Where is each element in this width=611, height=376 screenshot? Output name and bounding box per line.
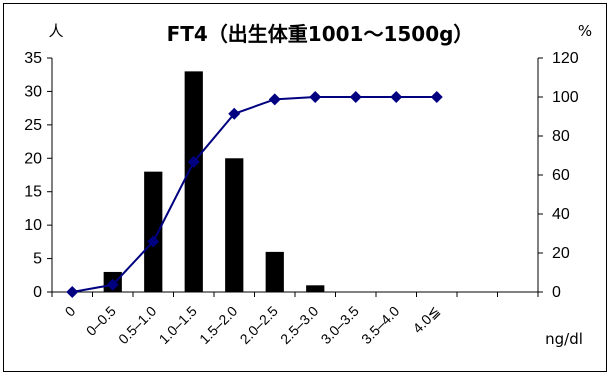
- line-point-7: [349, 91, 362, 103]
- y-left-tick-label: 25: [24, 117, 42, 134]
- line-point-8: [390, 91, 403, 103]
- y-right-unit: %: [578, 22, 592, 40]
- y-right-tick-label: 60: [552, 167, 570, 184]
- bar-5: [265, 251, 284, 292]
- y-left-tick-label: 0: [33, 284, 42, 301]
- line-point-3: [187, 155, 200, 168]
- y-left-tick-label: 15: [24, 184, 42, 201]
- x-tick-label: 0: [62, 303, 79, 320]
- y-left-unit: 人: [48, 22, 63, 40]
- y-right-tick-label: 100: [552, 89, 579, 106]
- chart-border: [3, 3, 607, 372]
- x-tick-label: 2.5–3.0: [277, 303, 321, 347]
- cumulative-line: [72, 96, 437, 293]
- y-right-tick-label: 120: [552, 50, 579, 67]
- x-tick-label: 0–0.5: [83, 303, 119, 339]
- chart-title: FT4（出生体重1001～1500g）: [167, 22, 474, 46]
- line-point-6: [309, 91, 322, 103]
- line-point-4: [228, 107, 241, 120]
- bar-4: [225, 158, 244, 292]
- y-left-tick-label: 10: [24, 217, 42, 234]
- x-tick-label: 0.5–1.0: [115, 303, 159, 347]
- y-left-tick-label: 20: [24, 150, 42, 167]
- y-left-tick-label: 30: [24, 83, 42, 100]
- x-tick-label: 3.0–3.5: [318, 303, 362, 347]
- y-right-tick-label: 0: [552, 284, 561, 301]
- x-tick-label: 3.5–4.0: [358, 303, 402, 347]
- bar-2: [144, 171, 163, 292]
- x-tick-label: 4.0≦: [409, 303, 442, 336]
- y-left-tick-label: 5: [33, 251, 42, 268]
- y-right-tick-label: 80: [552, 128, 570, 145]
- bar-6: [306, 285, 325, 292]
- line-point-9: [430, 91, 443, 103]
- y-left-tick-label: 35: [24, 50, 42, 67]
- line-point-5: [268, 93, 281, 106]
- x-tick-label: 1.0–1.5: [156, 303, 200, 347]
- y-right-tick-label: 20: [552, 245, 570, 262]
- x-axis-unit: ng/dl: [545, 330, 583, 348]
- bar-3: [184, 71, 203, 292]
- x-tick-label: 1.5–2.0: [196, 303, 240, 347]
- line-point-1: [106, 278, 119, 291]
- x-tick-label: 2.0–2.5: [237, 303, 281, 347]
- y-right-tick-label: 40: [552, 206, 570, 223]
- line-point-0: [66, 286, 79, 298]
- line-point-2: [147, 235, 160, 248]
